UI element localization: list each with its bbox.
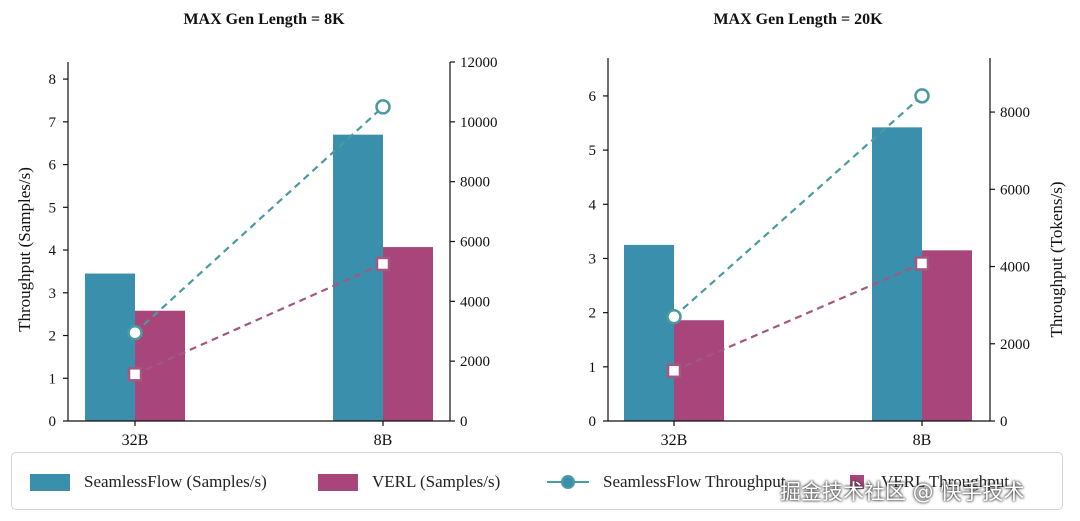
left-tick-label-2-0: 2	[49, 329, 57, 345]
x-tick-label-32B-1: 32B	[661, 432, 688, 449]
right-tick-label-10000-0: 10000	[460, 115, 498, 131]
legend-swatch-seamless	[30, 473, 70, 491]
left-tick-label-7-0: 7	[49, 115, 57, 131]
legend-swatch-verl	[318, 473, 358, 491]
y-axis-label-0: Throughput (Samples/s)	[15, 167, 34, 332]
point-seamless-8B-1	[914, 88, 930, 104]
legend-label-seamless-throughput: SeamlessFlow Throughput	[603, 472, 786, 491]
left-tick-label-0-1: 0	[589, 414, 597, 430]
legend-label-verl-samples: VERL (Samples/s)	[372, 472, 501, 491]
legend-marker-square-icon	[850, 475, 864, 489]
line-verl-1	[673, 262, 923, 372]
left-tick-label-5-0: 5	[49, 200, 57, 216]
legend-item-verl-samples: VERL (Samples/s)	[318, 453, 500, 511]
bar-seamless-32B-0	[85, 273, 135, 421]
left-tick-label-3-1: 3	[589, 251, 597, 267]
left-tick-label-6-0: 6	[49, 158, 57, 174]
bar-verl-8B-0	[383, 247, 433, 421]
chart-title-1: MAX Gen Length = 20K	[713, 11, 883, 28]
left-tick-label-1-0: 1	[49, 371, 57, 387]
x-tick-label-8B-1: 8B	[913, 432, 932, 449]
right-tick-label-8000-1: 8000	[1000, 105, 1030, 121]
x-tick-label-8B-0: 8B	[374, 432, 393, 449]
legend-label-verl-throughput: VERL Throughput	[881, 472, 1009, 491]
bar-seamless-32B-1	[624, 244, 674, 421]
point-seamless-8B-0	[375, 99, 391, 115]
point-seamless-32B-0	[127, 324, 143, 341]
left-tick-label-5-1: 5	[589, 143, 597, 159]
left-tick-label-2-1: 2	[589, 306, 597, 322]
right-tick-label-6000-0: 6000	[460, 235, 490, 251]
right-tick-label-6000-1: 6000	[1000, 182, 1030, 198]
right-tick-label-8000-0: 8000	[460, 175, 490, 191]
point-verl-8B-0	[375, 256, 391, 272]
legend-item-verl-throughput: VERL Throughput	[847, 453, 1009, 511]
x-tick-label-32B-0: 32B	[122, 432, 149, 449]
point-verl-32B-0	[127, 367, 143, 382]
left-tick-label-0-0: 0	[49, 414, 57, 430]
line-verl-0	[134, 262, 384, 376]
legend-item-seamless-throughput: SeamlessFlow Throughput	[547, 453, 785, 511]
left-tick-label-4-0: 4	[49, 243, 57, 259]
left-tick-label-4-1: 4	[589, 197, 597, 213]
y2-axis-label-1: Throughput (Tokens/s)	[1047, 181, 1066, 337]
line-seamless-0	[134, 106, 384, 334]
bar-seamless-8B-0	[333, 134, 383, 421]
bar-verl-8B-1	[922, 250, 972, 421]
line-seamless-1	[673, 95, 923, 318]
chart-title-0: MAX Gen Length = 8K	[183, 11, 345, 28]
left-tick-label-3-0: 3	[49, 286, 57, 302]
point-verl-8B-1	[914, 256, 930, 271]
legend-label-seamless-samples: SeamlessFlow (Samples/s)	[84, 472, 267, 491]
right-tick-label-2000-1: 2000	[1000, 337, 1030, 353]
bar-verl-32B-1	[674, 320, 724, 421]
point-verl-32B-1	[666, 363, 682, 379]
left-tick-label-6-1: 6	[589, 89, 597, 105]
point-seamless-32B-1	[666, 308, 682, 325]
right-tick-label-4000-1: 4000	[1000, 260, 1030, 276]
watermark-text: 掘金技术社区 @ 快手技术	[780, 480, 1025, 504]
legend-item-seamless-samples: SeamlessFlow (Samples/s)	[30, 453, 267, 511]
right-tick-label-0-0: 0	[460, 414, 468, 430]
left-tick-label-8-0: 8	[49, 72, 57, 88]
legend-marker-circle-icon	[547, 475, 589, 489]
left-tick-label-1-1: 1	[589, 360, 597, 376]
right-tick-label-12000-0: 12000	[460, 55, 498, 71]
right-tick-label-2000-0: 2000	[460, 354, 490, 370]
right-tick-label-4000-0: 4000	[460, 294, 490, 310]
legend: SeamlessFlow (Samples/s) VERL (Samples/s…	[11, 452, 1063, 510]
charts-canvas: MAX Gen Length = 8K012345678020004000600…	[15, 11, 1066, 449]
right-tick-label-0-1: 0	[1000, 414, 1008, 430]
bar-verl-32B-0	[135, 310, 185, 421]
